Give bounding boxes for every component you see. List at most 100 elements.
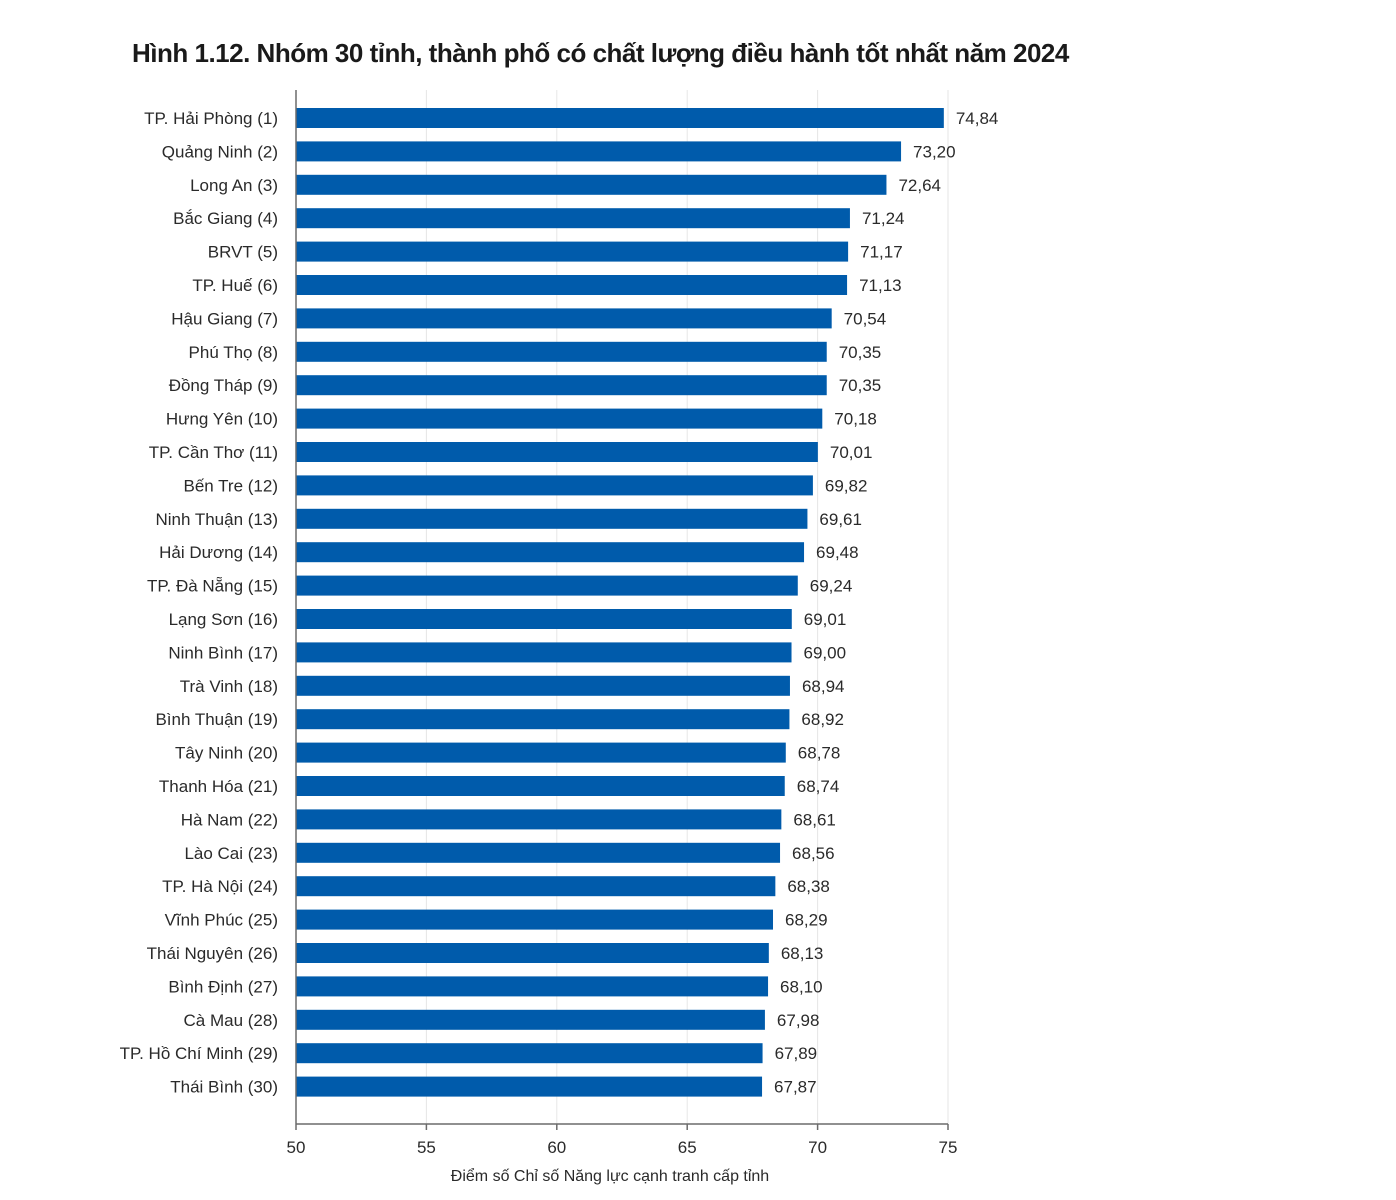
category-label: TP. Hồ Chí Minh (29) xyxy=(120,1044,278,1063)
value-label: 69,00 xyxy=(804,643,847,662)
value-label: 68,13 xyxy=(781,944,824,963)
bar xyxy=(296,308,832,329)
bar xyxy=(296,1043,763,1064)
bar xyxy=(296,508,808,529)
bar xyxy=(296,442,818,462)
value-label: 67,98 xyxy=(777,1011,820,1030)
category-label: Quảng Ninh (2) xyxy=(162,142,278,161)
bar xyxy=(296,809,782,830)
bars xyxy=(296,108,944,1097)
category-label: Hà Nam (22) xyxy=(181,810,278,829)
value-label: 71,17 xyxy=(860,243,903,262)
bar xyxy=(296,208,850,229)
category-label: Bình Thuận (19) xyxy=(155,710,278,729)
category-label: TP. Hải Phòng (1) xyxy=(144,109,278,128)
bar xyxy=(296,141,902,162)
bar xyxy=(296,108,944,128)
bar xyxy=(296,408,823,429)
category-label: Lào Cai (23) xyxy=(184,844,278,863)
value-label: 67,89 xyxy=(775,1044,818,1063)
value-label: 70,18 xyxy=(834,410,877,429)
category-label: BRVT (5) xyxy=(208,243,278,262)
value-label: 71,13 xyxy=(859,276,902,295)
bar xyxy=(296,542,805,563)
category-label: Thái Nguyên (26) xyxy=(147,944,278,963)
bar xyxy=(296,241,849,262)
value-label: 68,56 xyxy=(792,844,835,863)
category-label: Hải Dương (14) xyxy=(159,543,278,562)
value-label: 68,61 xyxy=(793,810,836,829)
category-label: Trà Vinh (18) xyxy=(180,677,278,696)
value-label: 70,01 xyxy=(830,443,873,462)
x-tick-label: 70 xyxy=(808,1138,827,1157)
value-label: 68,92 xyxy=(801,710,844,729)
bar xyxy=(296,174,887,195)
chart-title: Hình 1.12. Nhóm 30 tỉnh, thành phố có ch… xyxy=(132,38,1069,68)
value-label: 72,64 xyxy=(898,176,941,195)
bar xyxy=(296,876,776,897)
value-label: 68,94 xyxy=(802,677,845,696)
category-label: TP. Đà Nẵng (15) xyxy=(147,577,278,596)
value-label: 67,87 xyxy=(774,1078,817,1097)
bar xyxy=(296,842,781,863)
value-label: 69,82 xyxy=(825,476,868,495)
bar xyxy=(296,776,785,796)
category-label: Ninh Thuận (13) xyxy=(155,510,278,529)
category-label: TP. Hà Nội (24) xyxy=(162,877,278,896)
category-label: Ninh Bình (17) xyxy=(168,643,278,662)
bar xyxy=(296,575,798,596)
category-label: TP. Cần Thơ (11) xyxy=(149,443,278,462)
category-label: Long An (3) xyxy=(190,176,278,195)
bar xyxy=(296,475,813,496)
value-label: 71,24 xyxy=(862,209,905,228)
category-label: Bình Định (27) xyxy=(168,977,278,996)
value-label: 68,10 xyxy=(780,977,823,996)
x-tick-label: 65 xyxy=(678,1138,697,1157)
x-tick-label: 50 xyxy=(287,1138,306,1157)
value-label: 70,35 xyxy=(839,343,882,362)
x-tick-label: 60 xyxy=(547,1138,566,1157)
value-label: 69,48 xyxy=(816,543,859,562)
x-axis: 50 55 60 65 70 75 xyxy=(287,90,958,1157)
bar xyxy=(296,1076,763,1097)
category-label: Tây Ninh (20) xyxy=(175,744,278,763)
x-tick-label: 75 xyxy=(939,1138,958,1157)
x-axis-title: Điểm số Chỉ số Năng lực cạnh tranh cấp t… xyxy=(451,1167,769,1185)
category-label: Bến Tre (12) xyxy=(184,476,279,495)
value-label: 68,38 xyxy=(787,877,830,896)
bar xyxy=(296,709,790,730)
category-label: Lạng Sơn (16) xyxy=(169,610,278,629)
value-label: 69,61 xyxy=(819,510,862,529)
bar xyxy=(296,675,790,696)
value-label: 73,20 xyxy=(913,142,956,161)
category-label: Vĩnh Phúc (25) xyxy=(165,911,278,930)
bar xyxy=(296,275,848,295)
category-label: TP. Huế (6) xyxy=(192,276,278,295)
category-label: Thái Bình (30) xyxy=(170,1078,278,1097)
category-label: Thanh Hóa (21) xyxy=(159,777,278,796)
category-label: Hưng Yên (10) xyxy=(166,410,278,429)
value-label: 70,35 xyxy=(839,376,882,395)
value-label: 69,01 xyxy=(804,610,847,629)
value-label: 68,78 xyxy=(798,744,841,763)
bar xyxy=(296,375,827,396)
category-label: Hậu Giang (7) xyxy=(171,309,278,328)
bar xyxy=(296,341,827,362)
bar xyxy=(296,943,769,963)
category-label: Đồng Tháp (9) xyxy=(169,376,278,395)
bar xyxy=(296,1009,765,1030)
category-labels: TP. Hải Phòng (1) Quảng Ninh (2) Long An (… xyxy=(120,109,278,1097)
category-label: Cà Mau (28) xyxy=(184,1011,278,1030)
value-label: 69,24 xyxy=(810,577,853,596)
x-tick-label: 55 xyxy=(417,1138,436,1157)
value-label: 68,29 xyxy=(785,911,828,930)
value-label: 68,74 xyxy=(797,777,840,796)
value-label: 74,84 xyxy=(956,109,999,128)
category-label: Bắc Giang (4) xyxy=(173,209,278,228)
value-label: 70,54 xyxy=(844,309,887,328)
bar xyxy=(296,609,792,629)
bar xyxy=(296,976,769,997)
bar xyxy=(296,742,786,763)
